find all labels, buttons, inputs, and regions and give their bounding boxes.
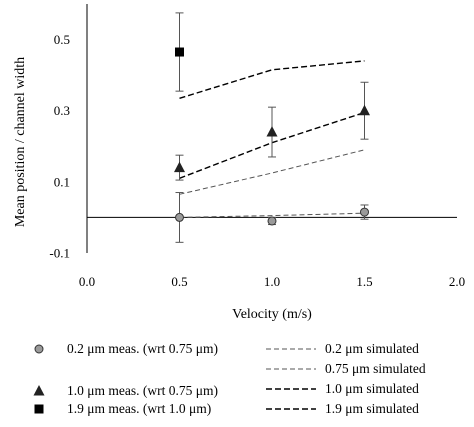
y-axis-title: Mean position / channel width	[13, 57, 28, 227]
tick-labels: 0.0 0.5 1.0 1.5 2.0 -0.1 0.1 0.3 0.5	[49, 32, 465, 289]
x-tick-label: 1.5	[356, 274, 372, 289]
y-tick-label: 0.1	[54, 174, 70, 189]
data-markers	[174, 47, 370, 226]
data-point-square	[175, 47, 184, 57]
x-tick-label: 1.0	[264, 274, 280, 289]
x-tick-label: 2.0	[449, 274, 465, 289]
x-tick-label: 0.0	[79, 274, 95, 289]
legend-marker	[33, 385, 45, 396]
data-point-circle	[175, 212, 184, 222]
legend-label: 0.75 μm simulated	[325, 361, 426, 376]
simulated-line	[179, 60, 365, 99]
legend-label: 0.2 μm simulated	[325, 341, 419, 356]
legend: 0.2 μm meas. (wrt 0.75 μm) 1.0 μm meas. (…	[33, 341, 426, 416]
y-tick-label: 0.3	[54, 103, 70, 118]
legend-label: 1.9 μm simulated	[325, 401, 419, 416]
data-point-circle	[360, 207, 369, 217]
y-tick-label: -0.1	[49, 246, 70, 261]
data-point-triangle	[266, 126, 278, 137]
y-tick-label: 0.5	[54, 32, 70, 47]
legend-label: 1.0 μm meas. (wrt 0.75 μm)	[67, 383, 218, 398]
data-point-triangle	[174, 161, 185, 173]
x-tick-label: 0.5	[171, 274, 187, 289]
legend-marker	[34, 404, 44, 414]
data-point-triangle	[359, 104, 370, 116]
legend-label: 1.0 μm simulated	[325, 381, 419, 396]
legend-marker	[34, 344, 44, 354]
simulated-line	[179, 212, 365, 218]
data-point-circle	[267, 216, 277, 226]
legend-label: 0.2 μm meas. (wrt 0.75 μm)	[67, 341, 218, 356]
legend-label: 1.9 μm meas. (wrt 1.0 μm)	[67, 401, 211, 416]
x-axis-title: Velocity (m/s)	[232, 307, 312, 322]
